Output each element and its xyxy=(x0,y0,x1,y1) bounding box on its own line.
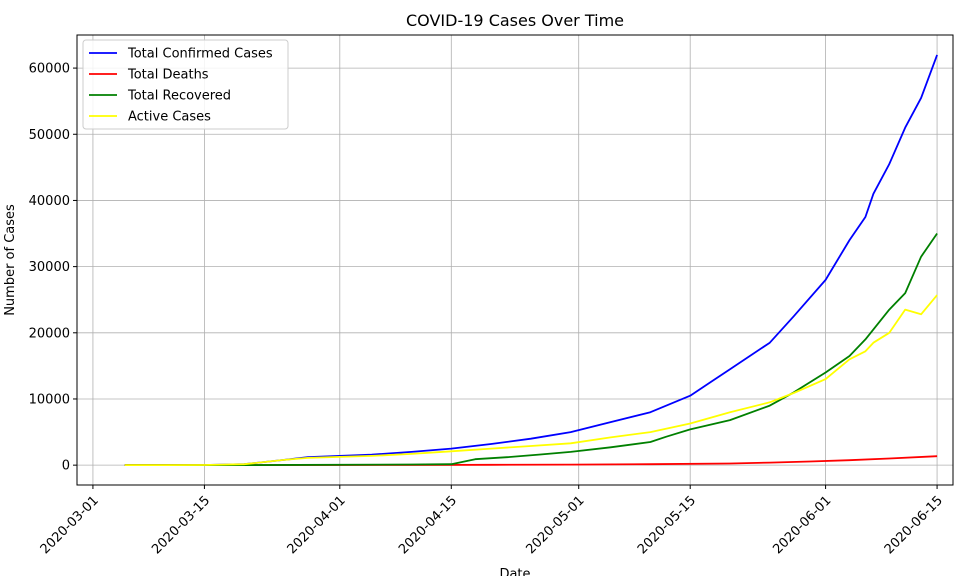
y-tick-label: 0 xyxy=(62,459,70,474)
series-line-3 xyxy=(124,294,938,467)
plot-frame xyxy=(76,34,954,486)
x-axis-label: Date xyxy=(499,567,530,576)
y-tick-label: 20000 xyxy=(29,326,70,341)
y-axis-ticks: 0 10000 20000 30000 40000 50000 60000 xyxy=(29,62,77,474)
y-tick-label: 60000 xyxy=(29,62,70,77)
legend-label: Total Recovered xyxy=(127,89,231,104)
y-tick-label: 10000 xyxy=(29,392,70,407)
series-lines xyxy=(124,54,938,467)
legend-label: Total Deaths xyxy=(127,68,209,83)
y-axis-label: Number of Cases xyxy=(3,204,18,316)
series-line-2 xyxy=(124,232,938,467)
legend: Total Confirmed Cases Total Deaths Total R… xyxy=(82,39,289,130)
legend-box xyxy=(82,39,289,130)
legend-label: Active Cases xyxy=(128,110,211,125)
legend-label: Total Confirmed Cases xyxy=(127,47,273,62)
y-tick-label: 30000 xyxy=(29,260,70,275)
y-tick-label: 50000 xyxy=(29,128,70,143)
chart-title: COVID-19 Cases Over Time xyxy=(406,11,624,30)
y-tick-label: 40000 xyxy=(29,194,70,209)
